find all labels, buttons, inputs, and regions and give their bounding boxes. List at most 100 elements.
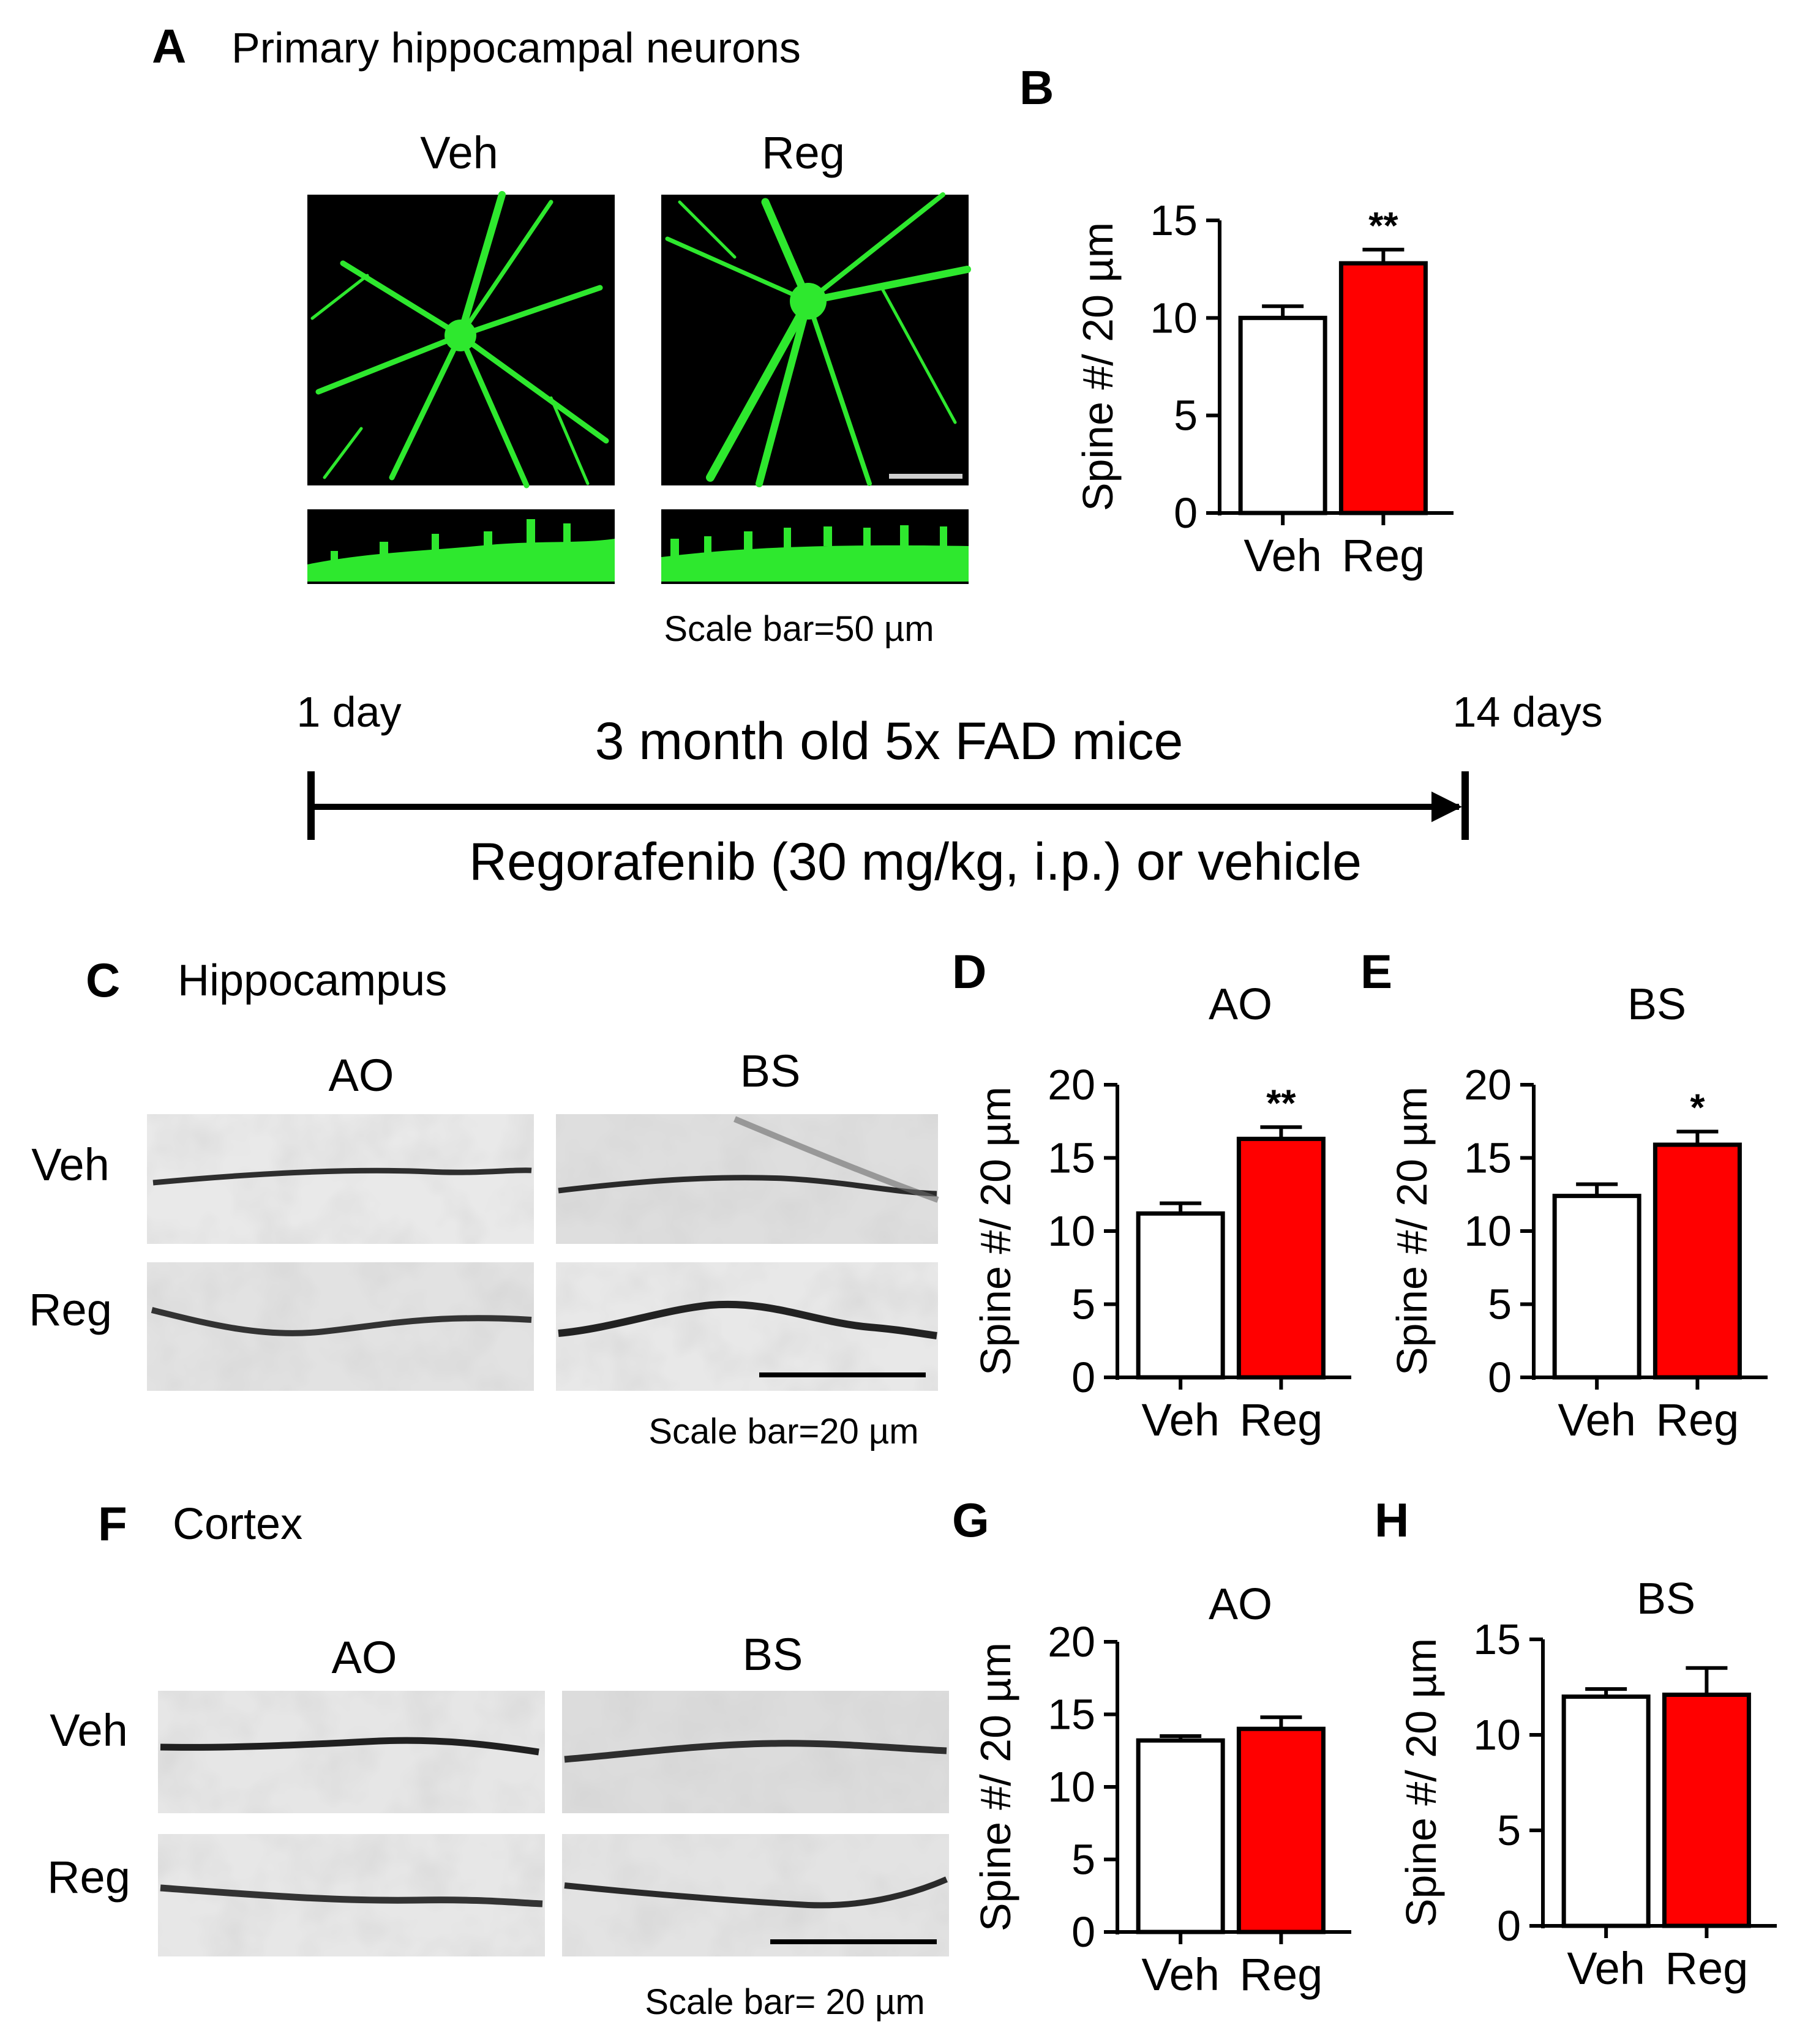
chart-g-bar-veh — [1136, 1738, 1225, 1934]
chart-b-bar-reg — [1338, 261, 1428, 515]
chart-b-x-label-veh: Veh — [1244, 530, 1322, 581]
chart-g-title: AO — [1209, 1580, 1272, 1629]
chart-e-bar-reg — [1653, 1142, 1742, 1380]
chart-h-title: BS — [1637, 1574, 1695, 1623]
micrograph-c-bs-veh — [556, 1114, 939, 1244]
timeline-end-label: 14 days — [1452, 688, 1602, 736]
dendrite-zoom-reg — [661, 509, 969, 584]
micrograph-f-bs-reg — [562, 1834, 949, 1956]
chart-g-y-tick-label: 20 — [1048, 1618, 1095, 1666]
panel-a-scale-bar-label: Scale bar=50 µm — [664, 609, 934, 649]
chart-d-y-tick-label: 10 — [1048, 1207, 1095, 1255]
panel-f-row-label-reg: Reg — [47, 1852, 130, 1903]
chart-b-y-tick-label: 5 — [1174, 392, 1198, 440]
bar-chart-e: E BS 0 5 10 15 20 Spine #/ 20 µm Veh Reg * — [1360, 945, 1768, 1445]
chart-b-y-tick-label: 10 — [1150, 294, 1198, 342]
micrograph-c-ao-veh — [147, 1114, 534, 1244]
panel-c-col-label-bs: BS — [740, 1046, 801, 1096]
chart-e-y-tick-label: 0 — [1488, 1353, 1512, 1401]
chart-d-y-tick-label: 20 — [1048, 1061, 1095, 1109]
neuron-image-veh — [307, 191, 615, 489]
chart-g-x-label-veh: Veh — [1141, 1949, 1220, 2000]
chart-h-y-label: Spine #/ 20 µm — [1397, 1638, 1445, 1927]
panel-g-letter: G — [952, 1493, 989, 1547]
chart-d-significance: ** — [1266, 1082, 1296, 1125]
chart-h-y-tick-label: 15 — [1473, 1615, 1521, 1663]
chart-h-bar-veh — [1561, 1694, 1651, 1928]
chart-h-y-tick-label: 5 — [1497, 1806, 1521, 1854]
chart-e-y-tick-label: 15 — [1464, 1134, 1512, 1182]
bar-chart-g: G AO 0 5 10 15 20 Spine #/ 20 µm Veh Reg — [952, 1493, 1351, 2000]
chart-g-y-tick-label: 0 — [1071, 1908, 1095, 1956]
chart-e-y-label: Spine #/ 20 µm — [1388, 1087, 1436, 1376]
chart-e-significance: * — [1690, 1087, 1705, 1129]
chart-g-y-label: Spine #/ 20 µm — [972, 1642, 1019, 1931]
chart-g-y-tick-label: 15 — [1048, 1691, 1095, 1739]
micrograph-c-bs-reg — [556, 1262, 938, 1391]
chart-b-y-tick-label: 15 — [1150, 197, 1198, 244]
chart-d-x-label-reg: Reg — [1240, 1394, 1323, 1445]
chart-d-x-label-veh: Veh — [1141, 1394, 1220, 1445]
dendrite-zoom-veh — [307, 509, 615, 584]
panel-f-row-label-veh: Veh — [50, 1705, 128, 1756]
chart-e-y-tick-label: 5 — [1488, 1281, 1512, 1328]
chart-d-y-tick-label: 5 — [1071, 1281, 1095, 1328]
panel-e-letter: E — [1360, 945, 1392, 998]
chart-b-x-label-reg: Reg — [1342, 530, 1425, 581]
panel-h-letter: H — [1375, 1493, 1409, 1547]
chart-d-bar-veh — [1136, 1211, 1225, 1380]
chart-d-bar-reg — [1236, 1136, 1326, 1380]
panel-a-title: Primary hippocampal neurons — [231, 24, 801, 72]
chart-e-bar-veh — [1552, 1194, 1641, 1380]
panel-f-scale-bar-label: Scale bar= 20 µm — [645, 1982, 925, 2022]
chart-e-x-label-reg: Reg — [1656, 1394, 1739, 1445]
timeline-top-text: 3 month old 5x FAD mice — [595, 712, 1184, 771]
chart-h-x-label-reg: Reg — [1665, 1943, 1749, 1994]
chart-d-y-tick-label: 0 — [1071, 1353, 1095, 1401]
micrograph-f-ao-reg — [158, 1834, 545, 1956]
chart-b-y-label: Spine #/ 20 µm — [1074, 222, 1122, 511]
panel-f-title: Cortex — [173, 1500, 302, 1549]
micrograph-c-ao-reg — [147, 1262, 534, 1391]
chart-b-significance: ** — [1368, 205, 1398, 247]
chart-b-y-tick-label: 0 — [1174, 489, 1198, 537]
timeline: 1 day 14 days 3 month old 5x FAD mice Re… — [296, 688, 1602, 891]
chart-h-y-tick-label: 10 — [1473, 1711, 1521, 1759]
chart-b-bar-veh — [1238, 315, 1327, 515]
bar-chart-b: B 0 5 10 15 Spine #/ 20 µm Veh Reg ** — [1019, 61, 1454, 581]
chart-h-bar-reg — [1662, 1692, 1751, 1928]
panel-a-col-label-veh: Veh — [420, 127, 498, 178]
chart-g-y-tick-label: 10 — [1048, 1763, 1095, 1811]
panel-c-title: Hippocampus — [178, 956, 447, 1005]
panel-c-scale-bar-label: Scale bar=20 µm — [648, 1412, 918, 1451]
chart-h-y-tick-label: 0 — [1497, 1902, 1521, 1950]
chart-h-x-label-veh: Veh — [1567, 1943, 1645, 1994]
neuron-image-reg — [661, 192, 971, 487]
timeline-start-label: 1 day — [296, 688, 401, 736]
chart-d-title: AO — [1209, 980, 1272, 1029]
chart-e-x-label-veh: Veh — [1558, 1394, 1636, 1445]
timeline-bottom-text: Regorafenib (30 mg/kg, i.p.) or vehicle — [469, 833, 1362, 891]
panel-f-col-label-bs: BS — [743, 1629, 803, 1680]
chart-g-y-tick-label: 5 — [1071, 1836, 1095, 1884]
chart-e-title: BS — [1627, 980, 1686, 1029]
bar-chart-d: D AO 0 5 10 15 20 Spine #/ 20 µm Veh Reg ** — [952, 945, 1351, 1445]
panel-c-letter: C — [86, 953, 120, 1007]
panel-f-col-label-ao: AO — [332, 1632, 397, 1683]
chart-g-bar-reg — [1236, 1726, 1326, 1934]
chart-e-y-tick-label: 10 — [1464, 1207, 1512, 1255]
chart-d-y-tick-label: 15 — [1048, 1134, 1095, 1182]
panel-d-letter: D — [952, 945, 986, 998]
panel-c-row-label-veh: Veh — [31, 1139, 110, 1190]
panel-a-col-label-reg: Reg — [762, 127, 845, 178]
chart-d-y-label: Spine #/ 20 µm — [972, 1087, 1019, 1376]
bar-chart-h: H BS 0 5 10 15 Spine #/ 20 µm Veh Reg — [1375, 1493, 1777, 1994]
micrograph-f-bs-veh — [562, 1691, 949, 1813]
panel-f-letter: F — [98, 1497, 127, 1551]
chart-e-y-tick-label: 20 — [1464, 1061, 1512, 1109]
chart-g-x-label-reg: Reg — [1240, 1949, 1323, 2000]
micrograph-f-ao-veh — [158, 1691, 545, 1813]
panel-c-col-label-ao: AO — [329, 1050, 394, 1101]
panel-b-letter: B — [1019, 61, 1054, 114]
